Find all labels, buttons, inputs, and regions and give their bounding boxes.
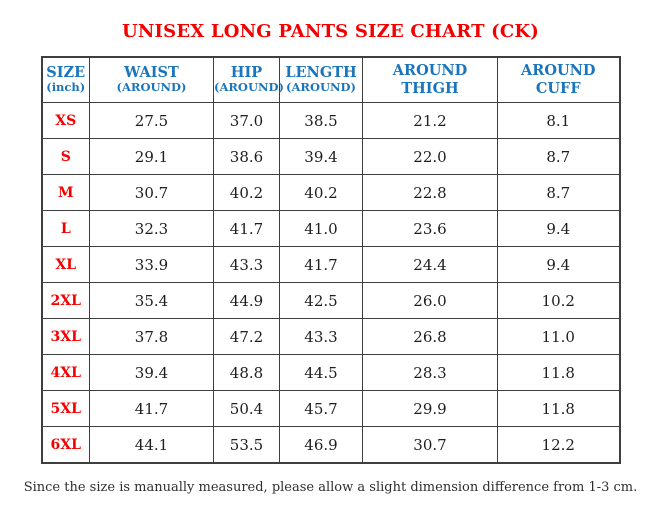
col-header-waist-line2: (AROUND)	[116, 80, 187, 95]
size-label: 6XL	[41, 426, 90, 464]
col-header-size-line2: (inch)	[46, 80, 86, 95]
size-label: L	[41, 210, 90, 247]
col-header-waist: WAIST (AROUND)	[89, 56, 214, 103]
col-header-thigh: AROUND THIGH	[362, 56, 498, 103]
col-header-hip-line2: (AROUND)	[214, 80, 284, 95]
col-header-thigh-line1: AROUND	[392, 61, 468, 79]
cell-length: 41.7	[279, 246, 363, 283]
cell-thigh: 24.4	[362, 246, 498, 283]
size-label: 3XL	[41, 318, 90, 355]
header-row: SIZE (inch) WAIST (AROUND) HIP (AROUND) …	[41, 56, 620, 103]
cell-hip: 47.2	[213, 318, 280, 355]
col-header-hip: HIP (AROUND)	[213, 56, 284, 103]
cell-length: 41.0	[279, 210, 363, 247]
cell-thigh: 30.7	[362, 426, 498, 464]
cell-length: 42.5	[279, 282, 363, 319]
cell-thigh: 26.0	[362, 282, 498, 319]
cell-hip: 53.5	[213, 426, 280, 464]
cell-waist: 29.1	[89, 138, 214, 175]
cell-hip: 41.7	[213, 210, 280, 247]
cell-cuff: 8.7	[497, 138, 620, 175]
cell-length: 44.5	[279, 354, 363, 391]
size-label: M	[41, 174, 90, 211]
cell-cuff: 11.8	[497, 354, 620, 391]
col-header-cuff-line1: AROUND	[521, 61, 596, 79]
table-row-xl: XL 33.9 43.3 41.7 24.4 9.4	[41, 246, 620, 283]
cell-cuff: 10.2	[497, 282, 620, 319]
cell-hip: 43.3	[213, 246, 280, 283]
cell-waist: 37.8	[89, 318, 214, 355]
table-row-6xl: 6XL 44.1 53.5 46.9 30.7 12.2	[41, 426, 620, 464]
cell-length: 43.3	[279, 318, 363, 355]
size-label: S	[41, 138, 90, 175]
size-label: XL	[41, 246, 90, 283]
cell-thigh: 29.9	[362, 390, 498, 427]
cell-length: 38.5	[279, 102, 363, 139]
col-header-length: LENGTH (AROUND)	[279, 56, 363, 103]
cell-thigh: 22.0	[362, 138, 498, 175]
cell-length: 40.2	[279, 174, 363, 211]
cell-thigh: 28.3	[362, 354, 498, 391]
cell-waist: 33.9	[89, 246, 214, 283]
cell-waist: 30.7	[89, 174, 214, 211]
cell-cuff: 9.4	[497, 210, 620, 247]
size-label: 2XL	[41, 282, 90, 319]
cell-waist: 44.1	[89, 426, 214, 464]
cell-cuff: 9.4	[497, 246, 620, 283]
page-title: UNISEX LONG PANTS SIZE CHART (CK)	[121, 21, 539, 42]
size-label: 5XL	[41, 390, 90, 427]
col-header-size-line1: SIZE	[46, 63, 86, 81]
cell-length: 46.9	[279, 426, 363, 464]
cell-hip: 40.2	[213, 174, 280, 211]
measurement-disclaimer: Since the size is manually measured, ple…	[23, 480, 638, 495]
cell-waist: 41.7	[89, 390, 214, 427]
cell-hip: 37.0	[213, 102, 280, 139]
cell-waist: 32.3	[89, 210, 214, 247]
cell-thigh: 26.8	[362, 318, 498, 355]
col-header-cuff-line2: CUFF	[535, 79, 581, 97]
cell-thigh: 21.2	[362, 102, 498, 139]
cell-waist: 27.5	[89, 102, 214, 139]
size-label: XS	[41, 102, 90, 139]
cell-cuff: 12.2	[497, 426, 620, 464]
cell-cuff: 8.7	[497, 174, 620, 211]
col-header-cuff: AROUND CUFF	[497, 56, 620, 103]
cell-length: 45.7	[279, 390, 363, 427]
cell-thigh: 22.8	[362, 174, 498, 211]
cell-hip: 44.9	[213, 282, 280, 319]
cell-hip: 48.8	[213, 354, 280, 391]
col-header-size: SIZE (inch)	[41, 56, 90, 103]
col-header-waist-line1: WAIST	[124, 63, 179, 81]
cell-thigh: 23.6	[362, 210, 498, 247]
cell-hip: 38.6	[213, 138, 280, 175]
cell-cuff: 11.8	[497, 390, 620, 427]
col-header-length-line1: LENGTH	[285, 63, 357, 81]
table-row-3xl: 3XL 37.8 47.2 43.3 26.8 11.0	[41, 318, 620, 355]
cell-waist: 35.4	[89, 282, 214, 319]
col-header-hip-line1: HIP	[230, 63, 263, 81]
cell-cuff: 8.1	[497, 102, 620, 139]
table-row-l: L 32.3 41.7 41.0 23.6 9.4	[41, 210, 620, 247]
cell-waist: 39.4	[89, 354, 214, 391]
table-row-4xl: 4XL 39.4 48.8 44.5 28.3 11.8	[41, 354, 620, 391]
table-row-s: S 29.1 38.6 39.4 22.0 8.7	[41, 138, 620, 175]
size-label: 4XL	[41, 354, 90, 391]
col-header-thigh-line2: THIGH	[401, 79, 459, 97]
cell-hip: 50.4	[213, 390, 280, 427]
table-row-2xl: 2XL 35.4 44.9 42.5 26.0 10.2	[41, 282, 620, 319]
table-row-5xl: 5XL 41.7 50.4 45.7 29.9 11.8	[41, 390, 620, 427]
size-chart-table: SIZE (inch) WAIST (AROUND) HIP (AROUND) …	[40, 56, 621, 464]
col-header-length-line2: (AROUND)	[286, 80, 356, 95]
cell-length: 39.4	[279, 138, 363, 175]
table-row-xs: XS 27.5 37.0 38.5 21.2 8.1	[41, 102, 620, 139]
table-row-m: M 30.7 40.2 40.2 22.8 8.7	[41, 174, 620, 211]
cell-cuff: 11.0	[497, 318, 620, 355]
